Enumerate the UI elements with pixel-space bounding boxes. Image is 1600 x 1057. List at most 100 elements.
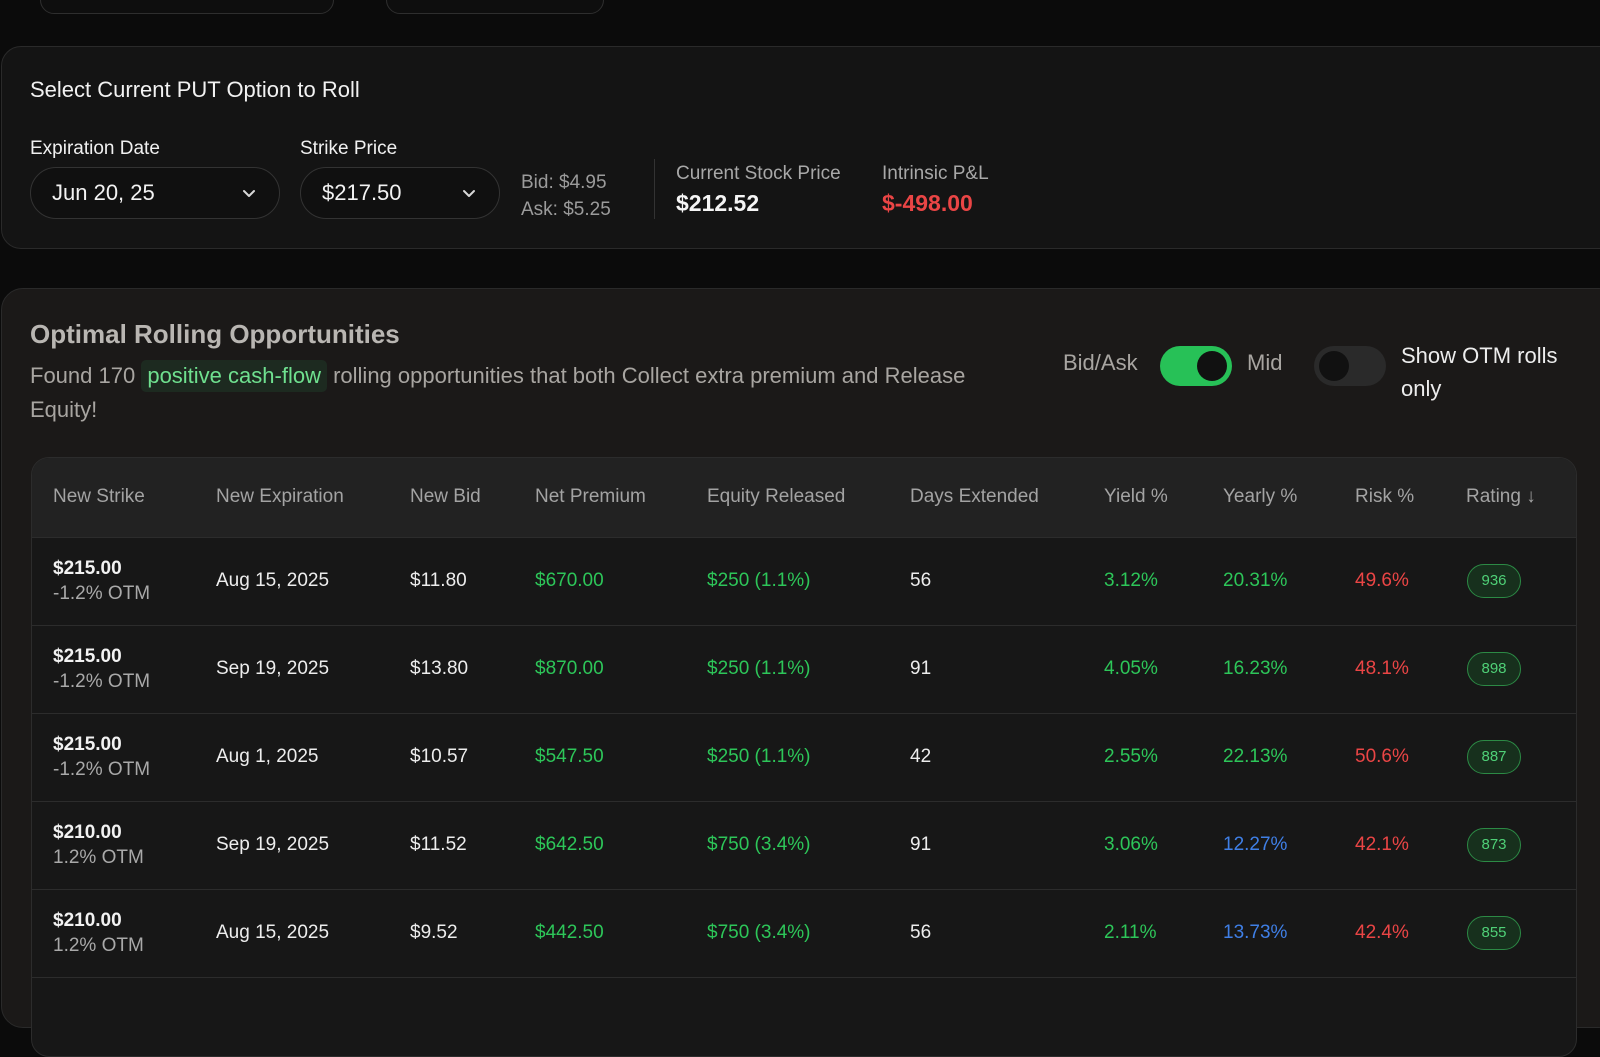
chevron-down-icon — [243, 190, 255, 197]
table-row[interactable]: $215.00 -1.2% OTM Aug 1, 2025 $10.57 $54… — [32, 714, 1576, 802]
days-cell: 42 — [910, 746, 932, 767]
yield-cell: 3.12% — [1104, 570, 1158, 591]
days-cell: 91 — [910, 658, 932, 679]
equity-cell: $250 (1.1%) — [707, 570, 811, 591]
strike-value: $210.00 — [53, 910, 122, 931]
ask-text: Ask: $5.25 — [521, 199, 611, 220]
expiration-cell: Sep 19, 2025 — [216, 658, 330, 679]
col-net-premium[interactable]: Net Premium — [535, 486, 646, 507]
yearly-cell: 13.73% — [1223, 922, 1288, 943]
bid-ask-info: Bid: $4.95 Ask: $5.25 — [521, 169, 611, 223]
yearly-cell: 22.13% — [1223, 746, 1288, 767]
otm-value: 1.2% OTM — [53, 935, 144, 956]
days-cell: 56 — [910, 922, 932, 943]
expiration-cell: Sep 19, 2025 — [216, 834, 330, 855]
otm-only-toggle[interactable] — [1314, 346, 1386, 386]
bid-text: Bid: $4.95 — [521, 172, 607, 193]
otm-value: 1.2% OTM — [53, 847, 144, 868]
premium-cell: $670.00 — [535, 570, 604, 591]
strike-value: $215.00 — [53, 734, 122, 755]
otm-value: -1.2% OTM — [53, 583, 151, 604]
col-yearly[interactable]: Yearly % — [1223, 486, 1298, 507]
col-new-bid[interactable]: New Bid — [410, 486, 481, 507]
premium-cell: $870.00 — [535, 658, 604, 679]
col-new-expiration[interactable]: New Expiration — [216, 486, 344, 507]
desc-suffix: rolling opportunities that both Collect … — [30, 363, 966, 422]
table-row[interactable]: $215.00 -1.2% OTM Sep 19, 2025 $13.80 $8… — [32, 626, 1576, 714]
desc-prefix: Found 170 — [30, 363, 136, 388]
rating-badge: 855 — [1467, 916, 1521, 950]
strike-value: $217.50 — [322, 180, 402, 205]
col-rating[interactable]: Rating ↓ — [1466, 486, 1536, 507]
table-header: New Strike New Expiration New Bid Net Pr… — [32, 458, 1576, 538]
expiration-cell: Aug 1, 2025 — [216, 746, 319, 767]
expiration-select[interactable]: Jun 20, 25 — [30, 167, 280, 219]
premium-cell: $642.50 — [535, 834, 604, 855]
top-control-right[interactable] — [386, 0, 604, 14]
premium-cell: $442.50 — [535, 922, 604, 943]
bid-cell: $11.80 — [410, 570, 467, 591]
opportunities-table: New Strike New Expiration New Bid Net Pr… — [31, 457, 1577, 1057]
bid-cell: $9.52 — [410, 922, 458, 943]
col-equity-released[interactable]: Equity Released — [707, 486, 846, 507]
expiration-label: Expiration Date — [30, 138, 160, 159]
table-row[interactable]: $210.00 1.2% OTM Aug 15, 2025 $9.52 $442… — [32, 890, 1576, 978]
strike-label: Strike Price — [300, 138, 398, 159]
risk-cell: 42.4% — [1355, 922, 1409, 943]
positive-cashflow-badge: positive cash-flow — [141, 360, 327, 392]
bid-cell: $10.57 — [410, 746, 469, 767]
risk-cell: 42.1% — [1355, 834, 1409, 855]
risk-cell: 50.6% — [1355, 746, 1409, 767]
bid-cell: $11.52 — [410, 834, 467, 855]
col-risk[interactable]: Risk % — [1355, 486, 1415, 507]
otm-value: -1.2% OTM — [53, 759, 151, 780]
table-row[interactable]: $215.00 -1.2% OTM Aug 15, 2025 $11.80 $6… — [32, 538, 1576, 626]
toggle-knob — [1197, 351, 1227, 381]
strike-cell: $215.00 -1.2% OTM — [53, 556, 150, 606]
toggle-knob — [1319, 351, 1349, 381]
strike-cell: $215.00 -1.2% OTM — [53, 644, 150, 694]
table-row[interactable]: $210.00 1.2% OTM Sep 19, 2025 $11.52 $64… — [32, 802, 1576, 890]
stock-price-label: Current Stock Price — [676, 163, 841, 184]
bid-cell: $13.80 — [410, 658, 469, 679]
yearly-cell: 12.27% — [1223, 834, 1288, 855]
pnl-label: Intrinsic P&L — [882, 163, 989, 184]
pnl-value: $-498.00 — [882, 190, 973, 216]
rating-badge: 936 — [1467, 564, 1521, 598]
days-cell: 56 — [910, 570, 932, 591]
strike-value: $215.00 — [53, 558, 122, 579]
expiration-value: Jun 20, 25 — [52, 180, 155, 205]
strike-select[interactable]: $217.50 — [300, 167, 500, 219]
opportunities-title: Optimal Rolling Opportunities — [30, 319, 400, 349]
yield-cell: 4.05% — [1104, 658, 1158, 679]
bid-ask-toggle-label: Bid/Ask — [1063, 350, 1138, 375]
otm-value: -1.2% OTM — [53, 671, 151, 692]
select-option-card: Select Current PUT Option to Roll Expira… — [1, 46, 1600, 249]
rating-badge: 873 — [1467, 828, 1521, 862]
days-cell: 91 — [910, 834, 932, 855]
rating-badge: 887 — [1467, 740, 1521, 774]
col-new-strike[interactable]: New Strike — [53, 486, 145, 507]
opportunities-description: Found 170 positive cash-flow rolling opp… — [30, 359, 1030, 427]
expiration-cell: Aug 15, 2025 — [216, 922, 330, 943]
stock-price-value: $212.52 — [676, 190, 760, 216]
top-control-left[interactable] — [40, 0, 334, 14]
equity-cell: $750 (3.4%) — [707, 922, 811, 943]
divider — [654, 159, 655, 219]
chevron-down-icon — [463, 190, 475, 197]
strike-value: $215.00 — [53, 646, 122, 667]
expiration-cell: Aug 15, 2025 — [216, 570, 330, 591]
risk-cell: 48.1% — [1355, 658, 1409, 679]
mid-toggle-label: Mid — [1247, 350, 1283, 375]
risk-cell: 49.6% — [1355, 570, 1409, 591]
strike-cell: $215.00 -1.2% OTM — [53, 732, 150, 782]
col-yield[interactable]: Yield % — [1104, 486, 1168, 507]
equity-cell: $750 (3.4%) — [707, 834, 811, 855]
equity-cell: $250 (1.1%) — [707, 658, 811, 679]
equity-cell: $250 (1.1%) — [707, 746, 811, 767]
rating-badge: 898 — [1467, 652, 1521, 686]
col-days-extended[interactable]: Days Extended — [910, 486, 1039, 507]
price-mode-toggle[interactable] — [1160, 346, 1232, 386]
yield-cell: 2.11% — [1104, 922, 1157, 943]
premium-cell: $547.50 — [535, 746, 604, 767]
